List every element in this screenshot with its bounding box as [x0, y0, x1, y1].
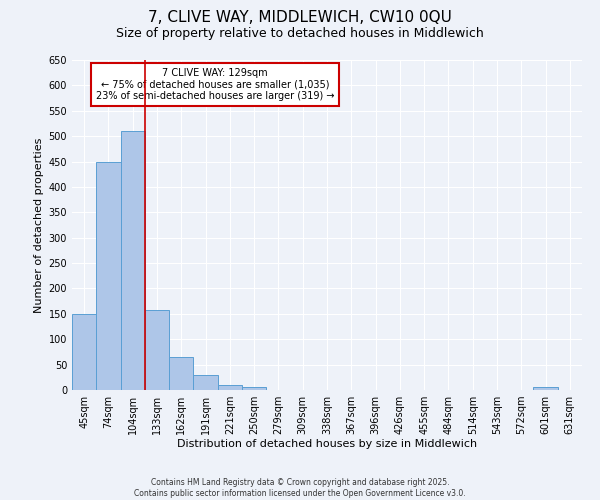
Bar — [169, 357, 193, 390]
Bar — [218, 385, 242, 390]
Y-axis label: Number of detached properties: Number of detached properties — [34, 138, 44, 312]
X-axis label: Distribution of detached houses by size in Middlewich: Distribution of detached houses by size … — [177, 438, 477, 448]
Bar — [96, 162, 121, 390]
Bar — [145, 310, 169, 390]
Text: 7, CLIVE WAY, MIDDLEWICH, CW10 0QU: 7, CLIVE WAY, MIDDLEWICH, CW10 0QU — [148, 10, 452, 25]
Bar — [72, 314, 96, 390]
Text: 7 CLIVE WAY: 129sqm
← 75% of detached houses are smaller (1,035)
23% of semi-det: 7 CLIVE WAY: 129sqm ← 75% of detached ho… — [95, 68, 334, 102]
Bar — [533, 388, 558, 390]
Bar — [121, 131, 145, 390]
Bar — [242, 388, 266, 390]
Text: Contains HM Land Registry data © Crown copyright and database right 2025.
Contai: Contains HM Land Registry data © Crown c… — [134, 478, 466, 498]
Bar — [193, 375, 218, 390]
Text: Size of property relative to detached houses in Middlewich: Size of property relative to detached ho… — [116, 28, 484, 40]
